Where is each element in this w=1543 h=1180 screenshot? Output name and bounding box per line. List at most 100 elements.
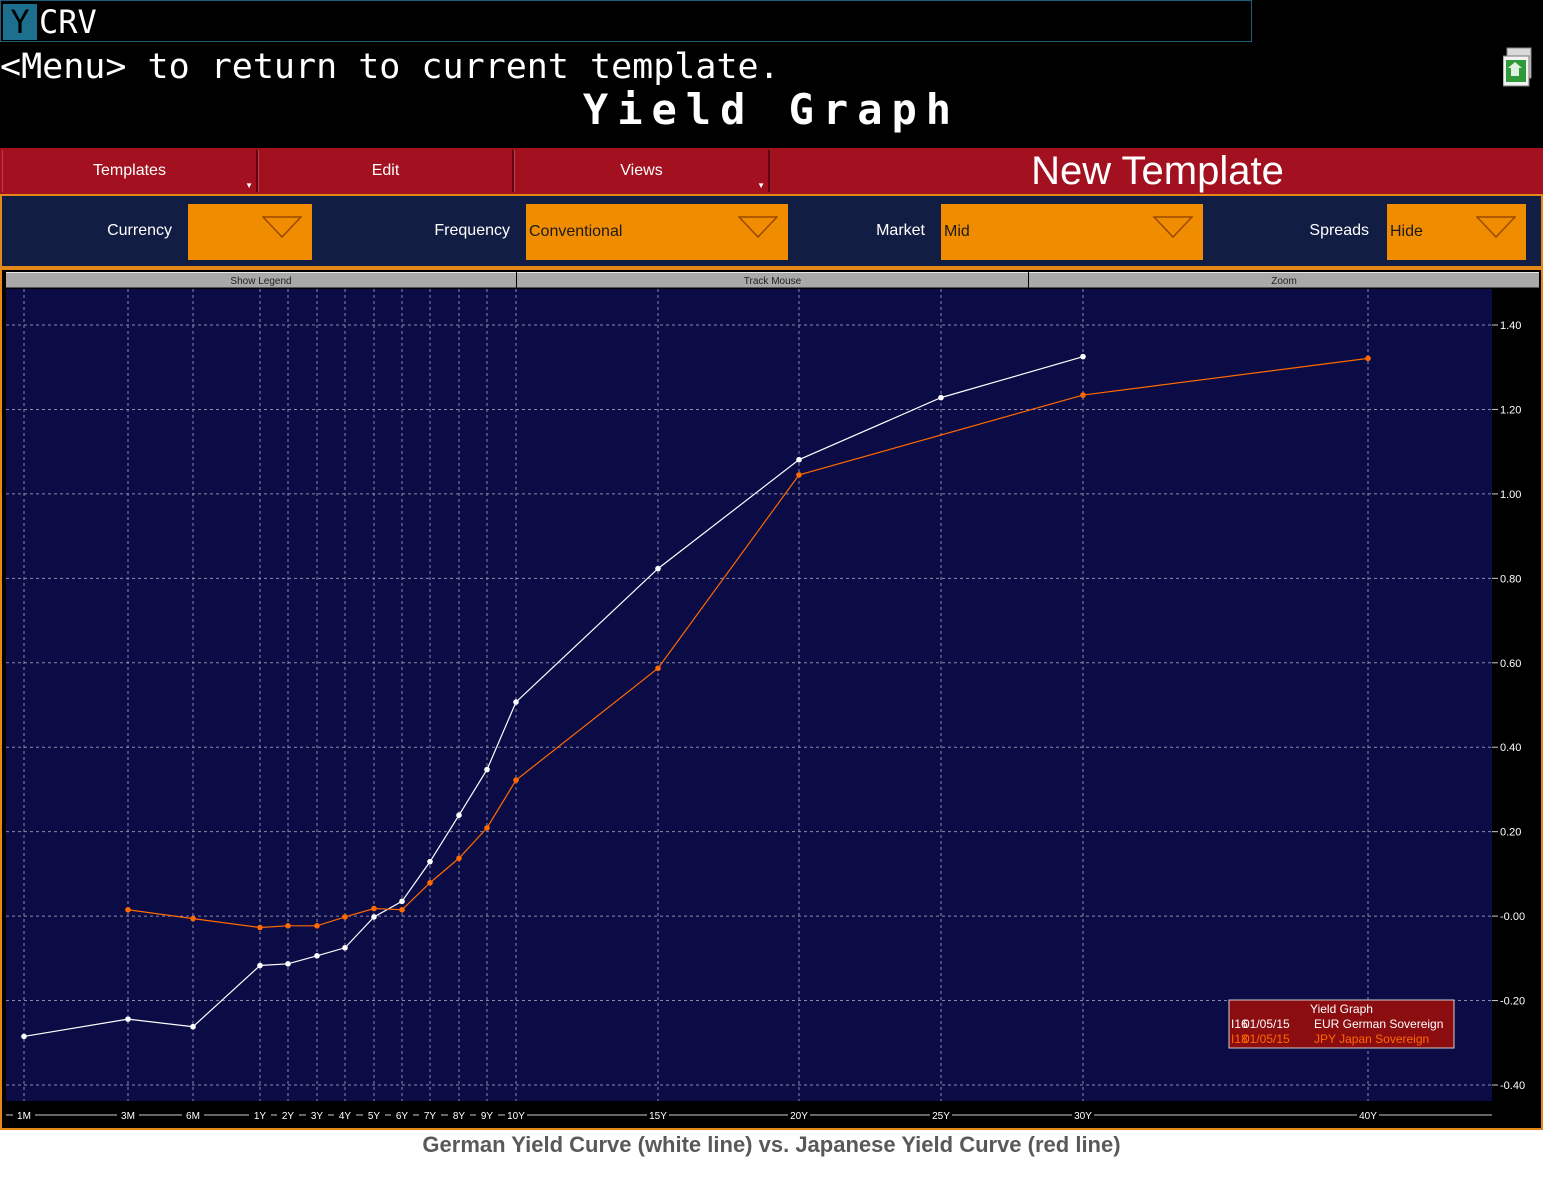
dropdown-arrow-icon	[262, 216, 302, 238]
japan-data-point	[1365, 355, 1371, 362]
x-tick-label-bg	[505, 1109, 527, 1121]
german-data-point	[484, 766, 490, 773]
german-data-point	[190, 1023, 196, 1030]
legend-entry-id: I18	[1231, 1032, 1248, 1046]
legend-entry-id: I16	[1231, 1017, 1248, 1031]
command-line[interactable]: Y CRV	[0, 0, 1252, 42]
menu-hint: <Menu> to return to current template.	[0, 47, 780, 87]
japan-data-point	[427, 879, 433, 886]
x-tick-label: 3Y	[311, 1111, 324, 1122]
views-label: Views	[620, 162, 663, 179]
x-tick-label: 8Y	[453, 1111, 466, 1122]
japan-series-line	[127, 357, 1369, 929]
legend-box	[1228, 999, 1455, 1049]
spreads-value: Hide	[1390, 223, 1423, 240]
templates-label: Templates	[93, 162, 166, 179]
japan-data-point	[456, 855, 462, 862]
x-tick-label-bg	[117, 1109, 139, 1121]
y-tick-label: 1.20	[1500, 404, 1521, 416]
page-title: Yield Graph	[582, 85, 961, 134]
japan-data-point	[125, 906, 131, 913]
german-data-point	[456, 812, 462, 818]
templates-menu-button[interactable]: Templates ▼	[2, 150, 258, 192]
views-menu-button[interactable]: Views ▼	[514, 150, 770, 192]
x-tick-label-bg	[1072, 1109, 1094, 1121]
x-tick-label: 20Y	[790, 1111, 808, 1122]
frequency-value: Conventional	[529, 223, 623, 240]
frequency-label: Frequency	[434, 222, 510, 239]
x-tick-label-bg	[647, 1109, 669, 1121]
track-mouse-tab[interactable]: Track Mouse	[517, 272, 1028, 288]
x-tick-label-bg	[476, 1109, 498, 1121]
currency-label: Currency	[107, 222, 172, 239]
japan-data-point	[190, 915, 196, 922]
x-tick-label: 3M	[121, 1111, 135, 1122]
track-mouse-label: Track Mouse	[743, 276, 802, 287]
template-name: New Template	[1031, 149, 1284, 193]
show-legend-tab[interactable]: Show Legend	[6, 272, 516, 288]
y-tick-label: 1.40	[1500, 320, 1521, 332]
controls-bar: Currency Frequency Conventional Market M…	[0, 194, 1543, 268]
y-tick-label: 0.80	[1500, 573, 1521, 585]
caret-down-icon: ▼	[757, 181, 765, 190]
x-tick-label-bg	[13, 1109, 35, 1121]
show-legend-label: Show Legend	[230, 276, 292, 287]
market-dropdown[interactable]: Mid	[941, 204, 1203, 260]
chart-frame: 1.40 1.20 1.00 0.80 0.60 0.40 0.20 -0.00 -0.20 -0…	[0, 268, 1543, 1130]
x-tick-label-bg	[391, 1109, 413, 1121]
japan-data-point	[399, 906, 405, 913]
edit-label: Edit	[371, 162, 400, 179]
japan-data-point	[285, 923, 291, 929]
dropdown-arrow-icon	[1476, 216, 1516, 238]
legend-entry-name: JPY Japan Sovereign	[1314, 1032, 1429, 1046]
x-tick-label-bg	[334, 1109, 356, 1121]
edit-menu-button[interactable]: Edit	[258, 150, 514, 192]
german-data-point	[371, 914, 377, 920]
japan-data-point	[1080, 392, 1086, 398]
currency-dropdown[interactable]	[188, 204, 312, 260]
frequency-dropdown[interactable]: Conventional	[526, 204, 788, 260]
x-tick-label-bg	[788, 1109, 810, 1121]
x-tick-label-bg	[306, 1109, 328, 1121]
german-data-point	[314, 953, 320, 959]
y-tick-label: 0.60	[1500, 658, 1521, 670]
plot-area	[6, 289, 1492, 1101]
japan-data-point	[796, 472, 802, 478]
german-data-point	[125, 1016, 131, 1022]
german-data-point	[21, 1033, 27, 1040]
german-data-point	[513, 699, 519, 705]
x-tick-label: 10Y	[507, 1111, 525, 1122]
x-tick-label-bg	[930, 1109, 952, 1121]
x-tick-label: 6Y	[396, 1111, 409, 1122]
zoom-tab[interactable]: Zoom	[1029, 272, 1539, 288]
export-icon[interactable]	[1503, 46, 1537, 88]
german-data-point	[342, 944, 348, 951]
x-tick-label-bg	[277, 1109, 299, 1121]
german-data-point	[285, 961, 291, 967]
y-tick-label: 0.20	[1500, 827, 1521, 839]
market-value: Mid	[944, 223, 970, 240]
spreads-label: Spreads	[1309, 222, 1369, 239]
x-tick-label-bg	[1357, 1109, 1379, 1121]
x-tick-label: 15Y	[649, 1111, 667, 1122]
german-data-point	[427, 858, 433, 865]
x-tick-label-bg	[182, 1109, 204, 1121]
x-tick-label-bg	[363, 1109, 385, 1121]
x-tick-label: 2Y	[282, 1111, 295, 1122]
german-data-point	[796, 456, 802, 463]
caret-down-icon: ▼	[245, 181, 253, 190]
legend-entry-name: EUR German Sovereign	[1314, 1017, 1443, 1031]
legend-title: Yield Graph	[1310, 1002, 1373, 1016]
y-tick-label: 1.00	[1500, 489, 1521, 501]
x-tick-label-bg	[419, 1109, 441, 1121]
legend-entry-date: 01/05/15	[1243, 1017, 1290, 1031]
yield-chart[interactable]: 1.40 1.20 1.00 0.80 0.60 0.40 0.20 -0.00 -0.20 -0…	[2, 270, 1541, 1128]
terminal-header: Y CRV <Menu> to return to current templa…	[0, 0, 1543, 148]
y-tick-label: -0.40	[1500, 1080, 1525, 1092]
japan-data-point	[314, 923, 320, 929]
toolbar: Templates ▼ Edit Views ▼ New Template	[0, 148, 1543, 194]
japan-data-point	[257, 924, 263, 931]
german-data-point	[1080, 353, 1086, 360]
command-text: CRV	[39, 3, 97, 41]
spreads-dropdown[interactable]: Hide	[1387, 204, 1526, 260]
